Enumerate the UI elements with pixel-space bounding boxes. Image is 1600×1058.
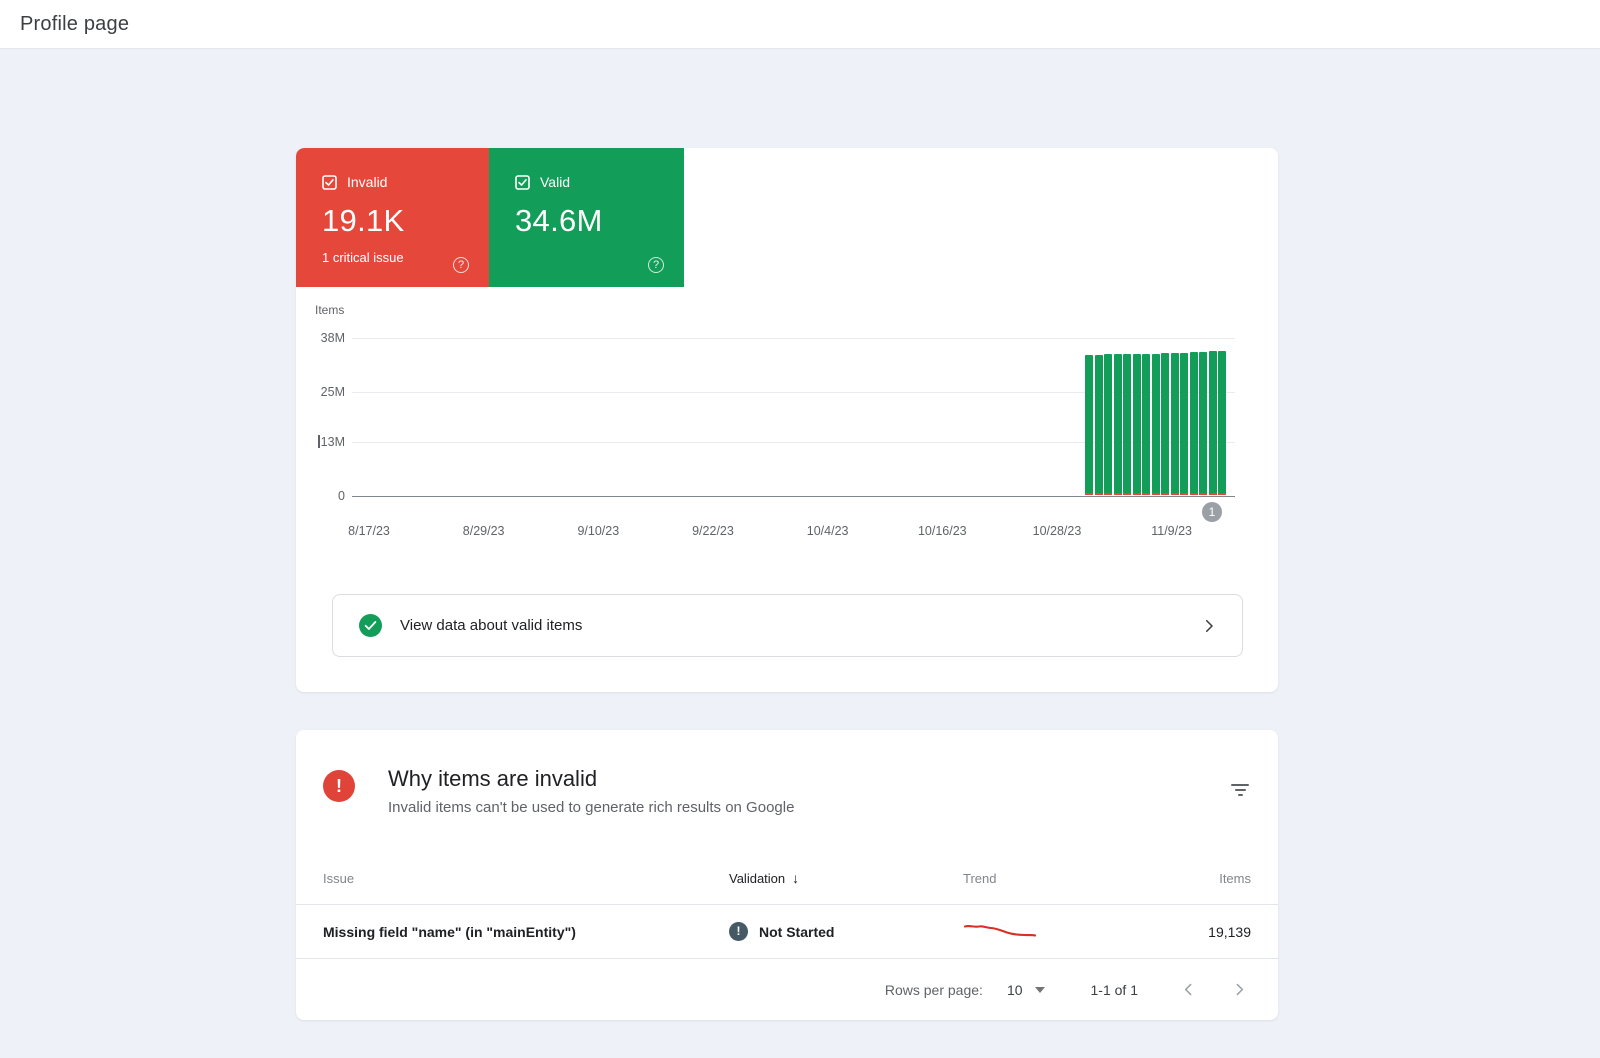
x-tick-label: 10/28/23 <box>1032 524 1082 538</box>
valid-count: 34.6M <box>515 203 603 238</box>
issues-card-subtitle: Invalid items can't be used to generate … <box>388 799 795 816</box>
invalid-bar-segment <box>1132 493 1141 495</box>
view-valid-items-link[interactable]: View data about valid items <box>332 594 1243 657</box>
valid-bar[interactable] <box>1218 351 1226 495</box>
column-header-validation[interactable]: Validation ↓ <box>729 870 800 886</box>
gridline <box>352 392 1235 394</box>
issue-count-badge[interactable]: 1 <box>1202 502 1222 522</box>
valid-tab[interactable]: Valid 34.6M ? <box>489 148 684 287</box>
gridline <box>352 441 1235 443</box>
not-started-icon: ! <box>729 922 748 941</box>
help-icon[interactable]: ? <box>453 257 469 273</box>
y-axis-ticks: 38M 25M 13M 0 <box>296 331 345 503</box>
valid-check-icon <box>359 614 382 637</box>
valid-bar[interactable] <box>1132 354 1141 495</box>
error-icon: ! <box>323 770 355 802</box>
x-tick-label: 11/9/23 <box>1151 524 1192 538</box>
invalid-issues-card: ! Why items are invalid Invalid items ca… <box>296 730 1278 1020</box>
valid-bar[interactable] <box>1104 354 1112 495</box>
invalid-bar-segment <box>1218 493 1226 495</box>
invalid-count: 19.1K <box>322 203 405 238</box>
invalid-bar-segment <box>1161 493 1169 495</box>
invalid-bar-segment <box>1085 493 1093 495</box>
view-valid-items-label: View data about valid items <box>400 617 583 634</box>
column-header-trend[interactable]: Trend <box>963 871 997 886</box>
y-tick-label: 13M <box>318 434 345 449</box>
column-header-items[interactable]: Items <box>1219 871 1251 886</box>
invalid-bar-segment <box>1189 493 1198 495</box>
rows-per-page-label: Rows per page: <box>884 981 983 998</box>
filter-icon[interactable] <box>1228 778 1252 802</box>
valid-items-bars <box>1085 351 1226 495</box>
issue-row[interactable]: Missing field "name" (in "mainEntity") !… <box>296 905 1278 959</box>
x-tick-label: 10/16/23 <box>917 524 967 538</box>
sort-desc-icon: ↓ <box>792 870 800 886</box>
report-content: Invalid 19.1K 1 critical issue ? Valid 3… <box>0 49 1600 1020</box>
x-tick-label: 9/22/23 <box>692 524 734 538</box>
invalid-bar-segment <box>1104 493 1112 495</box>
next-page-icon[interactable] <box>1231 981 1248 998</box>
valid-bar[interactable] <box>1170 353 1179 495</box>
y-axis-label: Items <box>315 303 345 317</box>
x-tick-label: 8/29/23 <box>462 524 505 538</box>
valid-bar[interactable] <box>1161 353 1169 495</box>
table-pagination: Rows per page: 10 1-1 of 1 <box>296 959 1278 1020</box>
invalid-bar-segment <box>1142 493 1150 495</box>
issues-table-header: Issue Validation ↓ Trend Items <box>296 817 1278 905</box>
x-tick-label: 10/4/23 <box>806 524 849 538</box>
invalid-bar-segment <box>1208 493 1217 495</box>
valid-bar[interactable] <box>1151 353 1160 495</box>
valid-tab-label: Valid <box>540 174 571 190</box>
items-report-card: Invalid 19.1K 1 critical issue ? Valid 3… <box>296 148 1278 692</box>
valid-bar[interactable] <box>1189 352 1198 495</box>
validation-status-label: Not Started <box>759 923 835 940</box>
invalid-bar-segment <box>1199 493 1207 495</box>
invalid-tab-label: Invalid <box>347 174 388 190</box>
page-title: Profile page <box>20 12 130 35</box>
x-axis-ticks: 8/17/23 8/29/23 9/10/23 9/22/23 10/4/23 10/16… <box>348 524 1235 540</box>
invalid-bar-segment <box>1170 493 1179 495</box>
y-tick-label: 0 <box>338 489 345 503</box>
invalid-bar-segment <box>1151 493 1160 495</box>
x-tick-label: 8/17/23 <box>348 524 390 538</box>
rows-per-page-value[interactable]: 10 <box>1006 981 1023 998</box>
valid-bar[interactable] <box>1123 354 1131 495</box>
rows-per-page-dropdown-icon[interactable] <box>1034 986 1045 993</box>
invalid-bar-segment <box>1180 493 1188 495</box>
column-header-issue[interactable]: Issue <box>323 871 355 886</box>
valid-bar[interactable] <box>1208 351 1217 495</box>
summary-tabs: Invalid 19.1K 1 critical issue ? Valid 3… <box>296 148 1278 287</box>
gridline <box>352 496 1235 497</box>
valid-checkbox-icon[interactable] <box>515 174 530 190</box>
invalid-checkbox-icon[interactable] <box>322 174 337 190</box>
validation-status: ! Not Started <box>729 922 963 941</box>
issue-items-count: 19,139 <box>1208 923 1251 940</box>
invalid-bar-segment <box>1113 493 1122 495</box>
valid-bar[interactable] <box>1199 351 1207 495</box>
chart-plot-area <box>352 338 1235 497</box>
valid-bar[interactable] <box>1180 352 1188 495</box>
x-tick-label: 9/10/23 <box>577 524 620 538</box>
y-tick-label: 25M <box>320 385 345 400</box>
trend-sparkline <box>963 922 1123 942</box>
gridline <box>352 338 1235 339</box>
items-chart: Items 38M 25M 13M 0 8/17/23 8/29/23 9/10/23 9/… <box>296 287 1278 545</box>
chevron-right-icon <box>1200 617 1218 635</box>
valid-bar[interactable] <box>1142 353 1150 495</box>
invalid-critical-note: 1 critical issue <box>322 250 404 265</box>
invalid-bar-segment <box>1123 493 1131 495</box>
invalid-tab[interactable]: Invalid 19.1K 1 critical issue ? <box>296 148 489 287</box>
help-icon[interactable]: ? <box>648 257 664 273</box>
issues-header: ! Why items are invalid Invalid items ca… <box>296 730 1278 817</box>
invalid-bar-segment <box>1094 493 1103 495</box>
issues-card-title: Why items are invalid <box>388 766 598 791</box>
valid-bar[interactable] <box>1085 354 1093 495</box>
valid-bar[interactable] <box>1094 354 1103 495</box>
y-tick-label: 38M <box>320 331 345 345</box>
issue-name[interactable]: Missing field "name" (in "mainEntity") <box>323 923 576 940</box>
page-range: 1-1 of 1 <box>1090 981 1138 998</box>
top-bar: Profile page <box>0 0 1600 49</box>
previous-page-icon[interactable] <box>1180 981 1197 998</box>
valid-bar[interactable] <box>1113 354 1122 495</box>
